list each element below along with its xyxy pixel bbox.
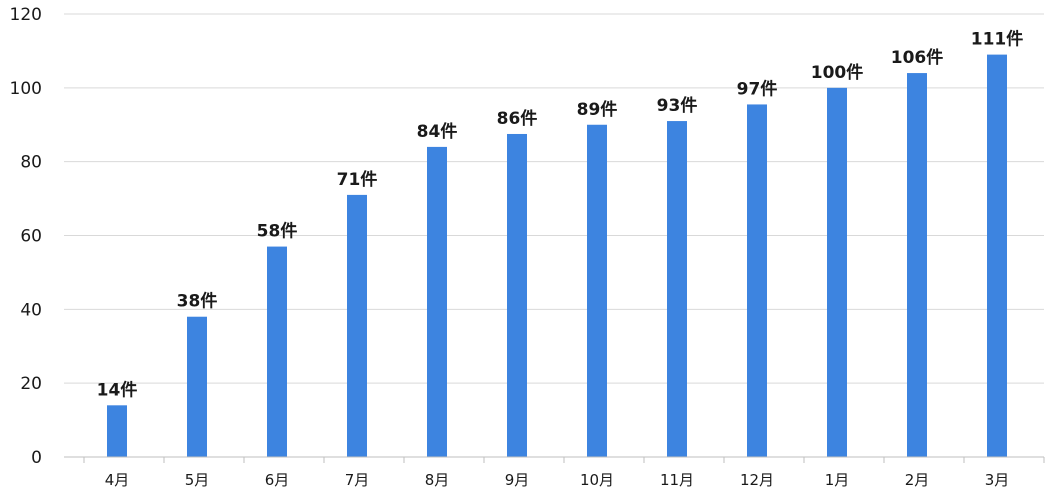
y-tick-label: 40 (20, 300, 42, 320)
data-label: 106件 (891, 47, 944, 68)
x-tick-label: 12月 (740, 471, 774, 489)
y-tick-label: 0 (31, 448, 42, 468)
y-tick-label: 20 (20, 374, 42, 394)
y-tick-label: 60 (20, 227, 42, 247)
bar (907, 73, 927, 458)
x-tick-label: 7月 (345, 471, 370, 489)
y-tick-label: 120 (10, 5, 42, 25)
x-tick-label: 3月 (985, 471, 1010, 489)
data-label: 86件 (497, 108, 538, 129)
data-label: 97件 (737, 78, 778, 99)
x-axis: 4月 5月 6月 7月 8月 9月 10月 11月 12月 1月 2月 3月 (64, 456, 1045, 489)
x-tick-label: 1月 (825, 471, 850, 489)
bar (267, 246, 287, 457)
data-label: 89件 (577, 99, 618, 120)
bar (187, 316, 207, 457)
bar (667, 121, 687, 457)
bar (587, 124, 607, 457)
x-tick-label: 10月 (580, 471, 614, 489)
data-label: 14件 (97, 379, 138, 400)
y-axis-ticks: 0 20 40 60 80 100 120 (10, 5, 42, 468)
data-label: 38件 (177, 291, 218, 312)
bar (427, 146, 447, 457)
data-label: 84件 (417, 121, 458, 142)
bar (987, 54, 1007, 457)
x-tick-label: 11月 (660, 471, 694, 489)
x-tick-label: 8月 (425, 471, 450, 489)
y-tick-label: 80 (20, 153, 42, 173)
x-tick-label: 2月 (905, 471, 930, 489)
bar (747, 104, 767, 457)
x-tick-label: 5月 (185, 471, 210, 489)
bars (107, 54, 1007, 458)
bar (347, 194, 367, 457)
y-tick-label: 100 (10, 79, 42, 99)
data-label: 100件 (811, 62, 864, 83)
data-label: 71件 (337, 169, 378, 190)
bar (507, 133, 527, 457)
x-tick-label: 9月 (505, 471, 530, 489)
data-label: 111件 (971, 29, 1024, 50)
x-tick-label: 4月 (105, 471, 130, 489)
grid-lines (64, 13, 1044, 384)
data-labels: 14件 38件 58件 71件 84件 86件 89件 93件 97件 100件 106件 111件 (97, 29, 1024, 401)
data-label: 58件 (257, 221, 298, 242)
data-label: 93件 (657, 95, 698, 116)
x-tick-label: 6月 (265, 471, 290, 489)
bar (827, 87, 847, 457)
bar (107, 405, 127, 457)
